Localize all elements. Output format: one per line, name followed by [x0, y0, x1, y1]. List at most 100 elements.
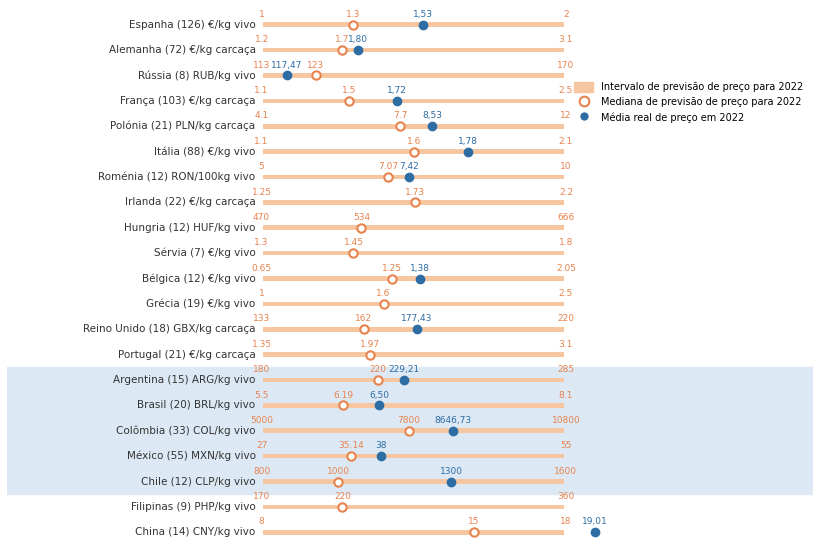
Bar: [263, 403, 563, 408]
Text: 1.3: 1.3: [254, 238, 269, 247]
Text: 800: 800: [252, 467, 270, 476]
Text: 1600: 1600: [554, 467, 577, 476]
Text: Espanha (126) €/kg vivo: Espanha (126) €/kg vivo: [129, 19, 256, 30]
Text: 1.25: 1.25: [382, 263, 402, 273]
Bar: [263, 73, 563, 78]
Bar: [263, 353, 563, 357]
Bar: [263, 530, 563, 535]
Text: 360: 360: [557, 492, 574, 501]
Bar: [263, 124, 563, 129]
Text: 1.1: 1.1: [254, 137, 269, 146]
Text: 55: 55: [559, 441, 571, 450]
Text: Irlanda (22) €/kg carcaça: Irlanda (22) €/kg carcaça: [124, 197, 256, 207]
Text: Polónia (21) PLN/kg carcaça: Polónia (21) PLN/kg carcaça: [111, 121, 256, 131]
Text: Rússia (8) RUB/kg vivo: Rússia (8) RUB/kg vivo: [138, 70, 256, 81]
Text: 113: 113: [252, 61, 270, 70]
Text: China (14) CNY/kg vivo: China (14) CNY/kg vivo: [135, 527, 256, 538]
Text: 123: 123: [307, 61, 324, 70]
Bar: [263, 251, 563, 256]
Text: 170: 170: [557, 61, 574, 70]
Text: 8646,73: 8646,73: [433, 416, 471, 425]
Text: 285: 285: [557, 365, 574, 374]
Text: 170: 170: [252, 492, 270, 501]
Bar: [263, 226, 563, 230]
Text: 38: 38: [375, 441, 387, 450]
Bar: [263, 276, 563, 281]
Text: 180: 180: [252, 365, 270, 374]
Text: 220: 220: [333, 492, 351, 501]
Text: 6.19: 6.19: [333, 390, 353, 399]
Text: 470: 470: [253, 213, 269, 222]
Text: 2.05: 2.05: [555, 263, 575, 273]
Bar: [7, 367, 812, 393]
Text: 3.1: 3.1: [558, 35, 572, 44]
Text: 1.97: 1.97: [360, 340, 379, 349]
Text: Brasil (20) BRL/kg vivo: Brasil (20) BRL/kg vivo: [138, 400, 256, 411]
Text: 18: 18: [559, 517, 571, 526]
Bar: [7, 469, 812, 494]
Text: 117,47: 117,47: [271, 61, 302, 70]
Text: França (103) €/kg carcaça: França (103) €/kg carcaça: [120, 96, 256, 106]
Text: 5000: 5000: [250, 416, 273, 425]
Text: 1.6: 1.6: [406, 137, 420, 146]
Text: 1.73: 1.73: [405, 188, 425, 197]
Text: 1.25: 1.25: [251, 188, 271, 197]
Text: 2: 2: [563, 10, 568, 19]
Bar: [263, 479, 563, 484]
Text: 2.5: 2.5: [558, 86, 572, 95]
Text: 8: 8: [259, 517, 265, 526]
Bar: [7, 418, 812, 443]
Text: 7.7: 7.7: [393, 111, 407, 120]
Text: 1.45: 1.45: [343, 238, 363, 247]
Text: 177,43: 177,43: [400, 314, 432, 324]
Text: 1.1: 1.1: [254, 86, 269, 95]
Text: 7,42: 7,42: [399, 162, 419, 171]
Text: 3.1: 3.1: [558, 340, 572, 349]
Text: Hungria (12) HUF/kg vivo: Hungria (12) HUF/kg vivo: [124, 223, 256, 233]
Text: 2.2: 2.2: [559, 188, 572, 197]
Text: 5.5: 5.5: [254, 390, 269, 399]
Text: 534: 534: [352, 213, 369, 222]
Legend: Intervalo de previsão de preço para 2022, Mediana de previsão de preço para 2022: Intervalo de previsão de preço para 2022…: [568, 77, 808, 128]
Text: 220: 220: [369, 365, 386, 374]
Text: 1,53: 1,53: [412, 10, 432, 19]
Text: Argentina (15) ARG/kg vivo: Argentina (15) ARG/kg vivo: [113, 375, 256, 385]
Text: 8,53: 8,53: [422, 111, 441, 120]
Text: 12: 12: [559, 111, 571, 120]
Bar: [263, 505, 563, 509]
Text: 2.5: 2.5: [558, 289, 572, 298]
Text: 162: 162: [355, 314, 372, 324]
Text: 10: 10: [559, 162, 571, 171]
Text: 1.35: 1.35: [251, 340, 271, 349]
Bar: [263, 378, 563, 382]
Text: 1300: 1300: [440, 467, 463, 476]
Text: 7.07: 7.07: [378, 162, 397, 171]
Text: 4.1: 4.1: [254, 111, 269, 120]
Bar: [263, 149, 563, 154]
Text: 10800: 10800: [551, 416, 580, 425]
Bar: [263, 454, 563, 458]
Text: 1.6: 1.6: [376, 289, 391, 298]
Bar: [263, 175, 563, 179]
Bar: [263, 428, 563, 433]
Text: 1.3: 1.3: [346, 10, 360, 19]
Text: 220: 220: [557, 314, 574, 324]
Bar: [263, 22, 563, 27]
Bar: [263, 99, 563, 103]
Text: Alemanha (72) €/kg carcaça: Alemanha (72) €/kg carcaça: [108, 45, 256, 55]
Text: 27: 27: [256, 441, 267, 450]
Text: 7800: 7800: [396, 416, 419, 425]
Text: 1.7: 1.7: [335, 35, 349, 44]
Text: 0.65: 0.65: [251, 263, 271, 273]
Text: Chile (12) CLP/kg vivo: Chile (12) CLP/kg vivo: [141, 477, 256, 486]
Bar: [263, 200, 563, 204]
Text: México (55) MXN/kg vivo: México (55) MXN/kg vivo: [126, 451, 256, 461]
Text: 1.8: 1.8: [558, 238, 572, 247]
Text: 229,21: 229,21: [388, 365, 419, 374]
Text: 133: 133: [252, 314, 270, 324]
Bar: [7, 393, 812, 418]
Text: 1: 1: [259, 289, 265, 298]
Text: 5: 5: [259, 162, 265, 171]
Text: 6,50: 6,50: [369, 390, 388, 399]
Text: 1,38: 1,38: [410, 263, 430, 273]
